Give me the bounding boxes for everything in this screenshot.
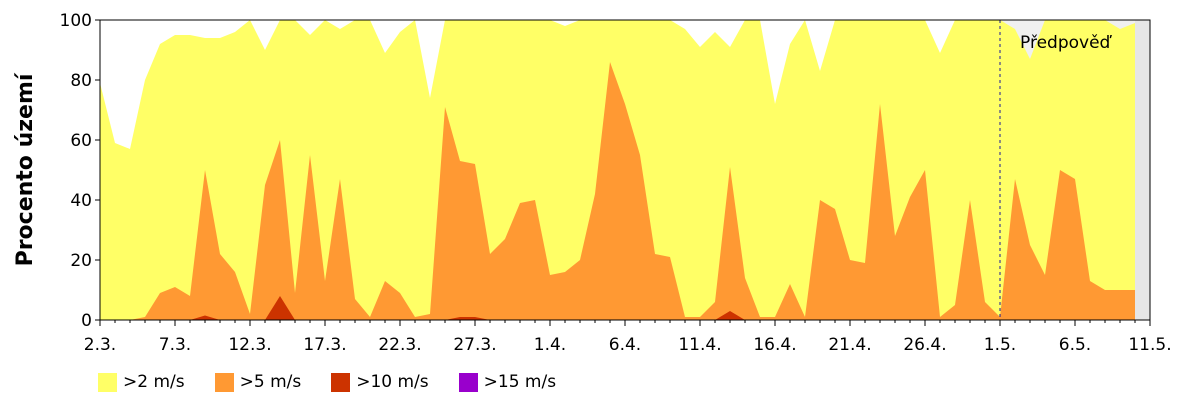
x-tick-label: 7.3. — [159, 335, 191, 355]
x-tick-label: 1.4. — [534, 335, 566, 355]
y-tick-label: 40 — [70, 191, 92, 211]
legend-swatch — [458, 372, 478, 392]
legend-label: >2 m/s — [123, 372, 185, 392]
x-tick-label: 12.3. — [228, 335, 271, 355]
legend-item: >2 m/s — [98, 372, 185, 392]
y-tick-label: 60 — [70, 131, 92, 151]
legend-item: >5 m/s — [214, 372, 302, 392]
area-series-2 — [100, 296, 1135, 320]
x-tick-label: 17.3. — [303, 335, 346, 355]
legend-swatch — [214, 372, 234, 392]
x-tick-label: 2.3. — [84, 335, 116, 355]
legend-item: >15 m/s — [458, 372, 557, 392]
x-tick-label: 1.5. — [984, 335, 1016, 355]
x-tick-label: 26.4. — [903, 335, 946, 355]
area-series-1 — [100, 62, 1135, 320]
x-tick-label: 6.5. — [1059, 335, 1091, 355]
x-tick-label: 16.4. — [753, 335, 796, 355]
x-tick-label: 22.3. — [378, 335, 421, 355]
y-ticks: 0 20 40 60 80 100 — [60, 11, 100, 331]
legend-label: >5 m/s — [239, 372, 302, 392]
legend-swatch — [98, 372, 117, 392]
legend-label: >15 m/s — [483, 372, 557, 392]
y-tick-label: 80 — [70, 71, 92, 91]
x-tick-label: 27.3. — [453, 335, 496, 355]
x-tick-label: 11.5. — [1128, 335, 1171, 355]
x-tick-label: 6.4. — [609, 335, 641, 355]
legend-item: >10 m/s — [331, 372, 429, 392]
y-tick-label: 0 — [81, 311, 92, 331]
y-tick-label: 20 — [70, 251, 92, 271]
end-shade — [1135, 20, 1150, 320]
y-axis-label: Procento území — [13, 72, 38, 266]
legend: >2 m/s >5 m/s >10 m/s >15 m/s — [98, 372, 556, 392]
legend-label: >10 m/s — [356, 372, 429, 392]
x-tick-label: 21.4. — [828, 335, 871, 355]
legend-swatch — [331, 372, 351, 392]
series-areas — [100, 20, 1135, 320]
x-tick-label: 11.4. — [678, 335, 721, 355]
x-ticks: 2.3. 7.3. 12.3. 17.3. 22.3. 27.3. 1.4. 6.4. 11.4… — [84, 320, 1172, 355]
forecast-label: Předpověď — [1020, 33, 1113, 53]
y-tick-label: 100 — [60, 11, 92, 31]
